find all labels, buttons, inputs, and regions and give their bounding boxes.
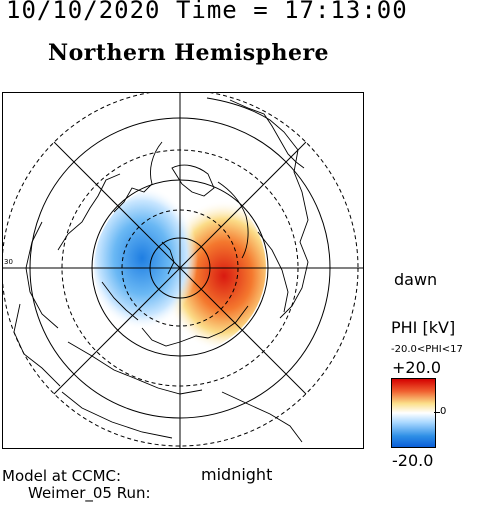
hemisphere-title: Northern Hemisphere <box>48 40 330 66</box>
longitude-grid <box>2 92 364 449</box>
colorbar-title: PHI [kV] <box>391 318 456 337</box>
datetime-title: 10/10/2020 Time = 17:13:00 <box>6 0 408 24</box>
polar-potential-map: 30 <box>2 92 364 449</box>
map-frame <box>2 92 364 449</box>
model-label: Model at CCMC: <box>2 467 122 485</box>
run-label: Weimer_05 Run: <box>28 484 151 502</box>
colorbar-mid-label: 0 <box>440 406 447 417</box>
latitude-label: 30 <box>4 258 13 266</box>
colorbar-max-label: +20.0 <box>392 358 442 377</box>
midnight-label: midnight <box>201 465 273 484</box>
potential-pattern <box>94 186 266 352</box>
dawn-label: dawn <box>394 270 438 289</box>
colorbar <box>391 378 436 448</box>
colorbar-min-label: -20.0 <box>392 451 434 470</box>
colorbar-range: -20.0<PHI<17 <box>391 344 463 355</box>
coastlines <box>13 97 309 443</box>
colorbar-zero-tick <box>434 412 440 413</box>
negative-cell <box>94 186 198 330</box>
